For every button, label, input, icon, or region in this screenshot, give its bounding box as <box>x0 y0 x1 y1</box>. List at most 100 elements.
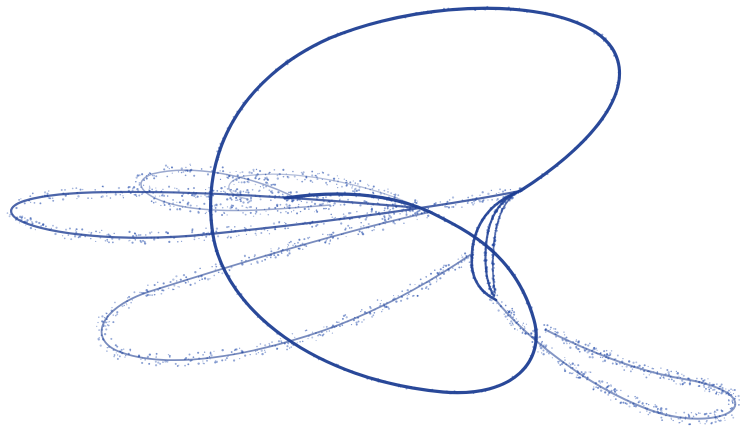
scatter-dot-2198 <box>605 352 609 356</box>
scatter-dot-1724 <box>174 362 177 365</box>
scatter-dot-1621 <box>339 325 341 328</box>
scatter-dot-1362 <box>98 316 100 318</box>
scatter-dot-2353 <box>583 349 586 351</box>
scatter-dot-2374 <box>720 409 723 411</box>
scatter-dot-2547 <box>182 199 185 202</box>
scatter-dot-2575 <box>214 210 217 213</box>
scatter-dot-2021 <box>584 371 587 374</box>
scatter-dot-2640 <box>282 175 285 178</box>
scatter-dot-1280 <box>287 227 289 229</box>
scatter-dot-912 <box>487 192 490 196</box>
scatter-dot-1059 <box>167 232 169 235</box>
scatter-dot-1015 <box>74 229 77 232</box>
scatter-dot-932 <box>427 207 430 210</box>
scatter-dot-1861 <box>387 306 390 309</box>
scatter-dot-1156 <box>393 212 396 215</box>
scatter-dot-1620 <box>205 359 209 362</box>
scatter-dot-1953 <box>587 344 590 347</box>
scatter-dot-2280 <box>611 362 614 365</box>
scatter-dot-1616 <box>317 334 319 337</box>
scatter-dot-856 <box>113 232 115 235</box>
scatter-dot-1217 <box>63 237 66 240</box>
scatter-dot-1132 <box>176 240 179 243</box>
scatter-dot-1681 <box>328 330 331 332</box>
scatter-dot-1902 <box>512 324 514 326</box>
scatter-dot-2549 <box>163 204 166 206</box>
scatter-dot-1601 <box>367 222 370 226</box>
scatter-dot-1891 <box>724 419 726 422</box>
scatter-dot-2469 <box>267 183 269 185</box>
scatter-dot-1789 <box>199 267 201 270</box>
scatter-dot-2144 <box>508 311 510 313</box>
scatter-dot-1477 <box>458 266 461 269</box>
scatter-dot-1025 <box>64 194 67 197</box>
scatter-dot-2524 <box>176 201 178 203</box>
scatter-dot-1270 <box>389 216 393 219</box>
scatter-dot-958 <box>139 239 142 242</box>
scatter-dot-2251 <box>714 420 717 424</box>
scatter-dot-1790 <box>361 321 363 323</box>
scatter-dot-2052 <box>575 339 578 341</box>
scatter-dot-2599 <box>265 210 267 212</box>
scatter-dot-1467 <box>122 348 125 350</box>
scatter-dot-2707 <box>354 182 357 184</box>
scatter-dot-1513 <box>369 306 371 308</box>
scatter-dot-2347 <box>716 408 719 412</box>
scatter-dot-2681 <box>224 186 226 188</box>
scatter-dot-2346 <box>524 327 526 329</box>
scatter-dot-2054 <box>521 332 524 334</box>
scatter-dot-2119 <box>735 395 737 397</box>
scatter-dot-1366 <box>162 282 165 285</box>
scatter-dot-2499 <box>283 206 286 208</box>
scatter-dot-2350 <box>631 368 634 370</box>
scatter-dot-2525 <box>138 181 141 184</box>
scatter-dot-1382 <box>414 283 416 286</box>
scatter-dot-1096 <box>339 203 342 206</box>
scatter-dot-1418 <box>294 244 297 247</box>
scatter-dot-2181 <box>588 342 591 345</box>
scatter-dot-2130 <box>707 387 709 389</box>
scatter-dot-1423 <box>307 238 309 240</box>
scatter-dot-2164 <box>609 353 612 356</box>
scatter-dot-2694 <box>276 174 279 177</box>
scatter-dot-2192 <box>510 320 513 323</box>
scatter-dot-1111 <box>452 205 455 209</box>
scatter-dot-2213 <box>577 364 580 367</box>
scatter-dot-1199 <box>207 231 209 234</box>
scatter-dot-2385 <box>610 385 613 387</box>
scatter-dot-1135 <box>140 186 142 188</box>
scatter-dot-1584 <box>214 361 217 364</box>
scatter-dot-1588 <box>255 350 257 353</box>
scatter-dot-2168 <box>543 344 545 346</box>
scatter-dot-919 <box>61 235 64 237</box>
scatter-dot-2018 <box>544 331 547 333</box>
scatter-dot-1654 <box>328 233 331 236</box>
scatter-dot-1276 <box>215 230 218 233</box>
scatter-dot-1292 <box>490 189 493 192</box>
scatter-dot-976 <box>258 190 260 193</box>
scatter-dot-2492 <box>196 205 198 207</box>
scatter-dot-892 <box>90 197 93 200</box>
scatter-dot-2634 <box>238 181 240 183</box>
scatter-dot-1627 <box>256 345 258 348</box>
scatter-dot-2654 <box>316 178 319 181</box>
scatter-dot-1502 <box>114 344 117 347</box>
scatter-dot-2291 <box>647 413 650 416</box>
scatter-dot-2096 <box>665 407 668 411</box>
scatter-dot-2649 <box>243 181 246 184</box>
scatter-dot-1807 <box>107 321 109 323</box>
scatter-dot-2378 <box>720 383 723 386</box>
scatter-dot-2583 <box>189 163 191 166</box>
scatter-dot-1133 <box>355 196 357 198</box>
scatter-dot-2686 <box>372 191 374 194</box>
scatter-dot-1054 <box>370 205 372 207</box>
scatter-dot-2705 <box>393 193 395 196</box>
scatter-dot-2644 <box>419 210 421 212</box>
scatter-dot-2077 <box>566 336 568 338</box>
scatter-dot-2460 <box>187 201 190 204</box>
scatter-dot-987 <box>161 194 164 197</box>
scatter-dot-1434 <box>248 256 250 259</box>
scatter-dot-1016 <box>473 202 476 204</box>
scatter-dot-1389 <box>178 364 180 366</box>
scatter-dot-1228 <box>316 223 319 226</box>
